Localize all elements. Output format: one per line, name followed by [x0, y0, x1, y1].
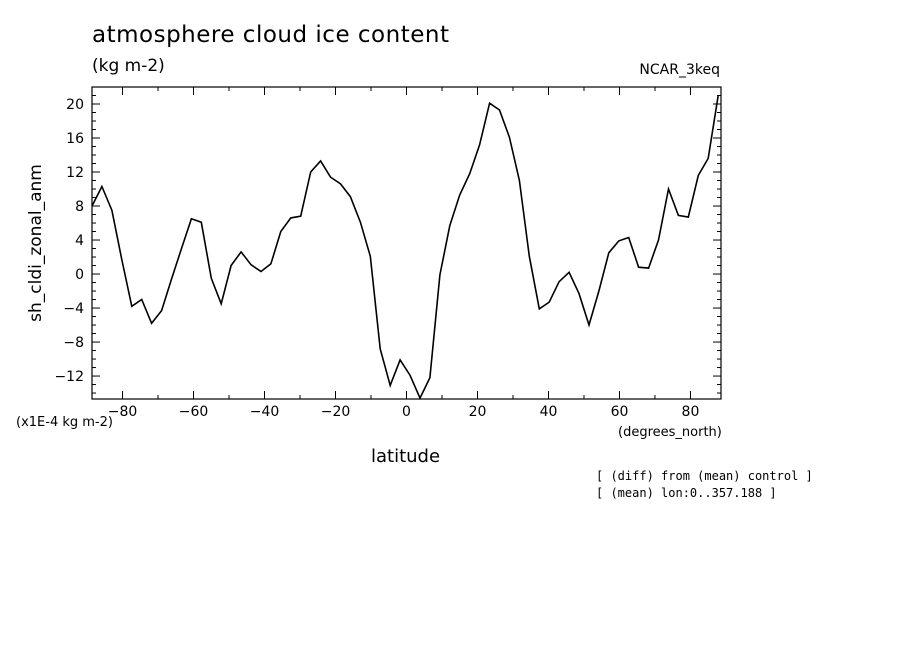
y-tick-label: 4: [75, 233, 84, 249]
diff-note: [ (diff) from (mean) control ]: [596, 469, 813, 483]
x-tick-label: 80: [682, 404, 700, 420]
x-tick-label: −80: [108, 404, 138, 420]
model-label: NCAR_3keq: [639, 62, 720, 78]
y-tick-label: −8: [63, 335, 84, 351]
y-scale-note: (x1E-4 kg m-2): [16, 415, 113, 430]
x-units-label: (degrees_north): [618, 425, 722, 440]
y-tick-label: 8: [75, 199, 84, 215]
x-tick-label: 20: [469, 404, 487, 420]
series-line: [91, 95, 719, 401]
x-tick-label: 40: [540, 404, 558, 420]
x-axis-label: latitude: [371, 446, 441, 467]
y-tick-label: 20: [66, 97, 84, 113]
x-tick-label: −20: [321, 404, 351, 420]
y-tick-label: 12: [66, 165, 84, 181]
x-tick-label: −60: [179, 404, 209, 420]
chart-title: atmosphere cloud ice content: [92, 22, 450, 48]
y-tick-label: 16: [66, 131, 84, 147]
chart-units: (kg m-2): [92, 56, 165, 76]
x-tick-label: −40: [250, 404, 280, 420]
x-tick-label: 0: [402, 404, 411, 420]
x-tick-label: 60: [611, 404, 629, 420]
y-tick-label: −4: [63, 301, 84, 317]
y-tick-label: 0: [75, 267, 84, 283]
plot-frame: [91, 86, 722, 400]
y-tick-label: −12: [54, 369, 84, 385]
mean-note: [ (mean) lon:0..357.188 ]: [596, 486, 777, 500]
